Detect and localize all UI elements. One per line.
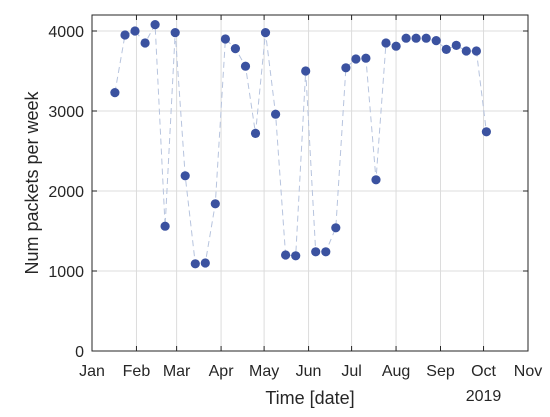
- x-tick-label: Jan: [79, 363, 105, 380]
- data-point: [301, 66, 311, 76]
- y-tick-label: 2000: [48, 184, 84, 201]
- x-tick-label: Sep: [426, 363, 455, 380]
- x-tick-label: Feb: [123, 363, 151, 380]
- tick-marks: [91, 15, 529, 352]
- data-point: [351, 54, 361, 64]
- data-point: [431, 36, 441, 46]
- data-point: [381, 38, 391, 48]
- data-point: [240, 61, 251, 71]
- data-point: [461, 46, 471, 56]
- year-label: 2019: [466, 388, 502, 405]
- data-point: [130, 26, 140, 36]
- data-point: [250, 128, 261, 138]
- y-tick-label: 4000: [48, 24, 84, 41]
- data-point: [140, 38, 150, 48]
- grid: [92, 15, 528, 351]
- data-point: [331, 223, 341, 233]
- plot-area-border: [91, 14, 529, 352]
- data-point: [371, 175, 381, 185]
- y-axis-label: Num packets per week: [22, 90, 42, 274]
- x-tick-labels: Jan Feb Mar Apr May Jun Jul Aug Sep Oct Nov: [79, 363, 542, 380]
- x-axis-label: Time [date]: [265, 388, 354, 408]
- data-point: [411, 33, 421, 43]
- y-tick-label: 3000: [48, 104, 84, 121]
- data-point: [220, 34, 230, 44]
- x-tick-label: Apr: [209, 363, 235, 380]
- data-point: [291, 251, 301, 261]
- data-point: [230, 44, 240, 54]
- data-point: [321, 247, 331, 257]
- series-line: [114, 22, 487, 265]
- data-point: [401, 33, 411, 43]
- y-tick-label: 1000: [48, 264, 84, 281]
- x-tick-label: Mar: [163, 363, 191, 380]
- x-tick-label: Jul: [341, 363, 361, 380]
- data-points: [110, 20, 491, 269]
- x-tick-label: May: [249, 363, 279, 380]
- data-point: [361, 53, 371, 63]
- data-point: [170, 27, 180, 38]
- x-tick-label: Oct: [471, 363, 496, 380]
- data-point: [271, 109, 281, 119]
- x-tick-label: Jun: [296, 363, 322, 380]
- data-point: [421, 33, 431, 43]
- x-tick-label: Nov: [514, 363, 542, 380]
- data-point: [260, 27, 271, 38]
- data-point: [471, 46, 481, 56]
- data-point: [281, 250, 291, 260]
- data-point: [481, 127, 491, 137]
- data-point: [441, 44, 451, 55]
- data-point: [210, 199, 220, 209]
- data-point: [150, 20, 160, 30]
- x-tick-label: Aug: [382, 363, 410, 380]
- data-point: [110, 88, 120, 98]
- data-point: [200, 258, 210, 268]
- data-point: [180, 171, 190, 181]
- data-point: [391, 41, 401, 51]
- y-tick-label: 0: [75, 344, 84, 361]
- data-point: [190, 259, 200, 269]
- data-point: [341, 63, 351, 73]
- data-point: [120, 30, 130, 40]
- y-tick-labels: 0 1000 2000 3000 4000: [48, 24, 84, 361]
- data-point: [451, 40, 461, 51]
- data-point: [160, 221, 170, 231]
- data-point: [311, 247, 321, 257]
